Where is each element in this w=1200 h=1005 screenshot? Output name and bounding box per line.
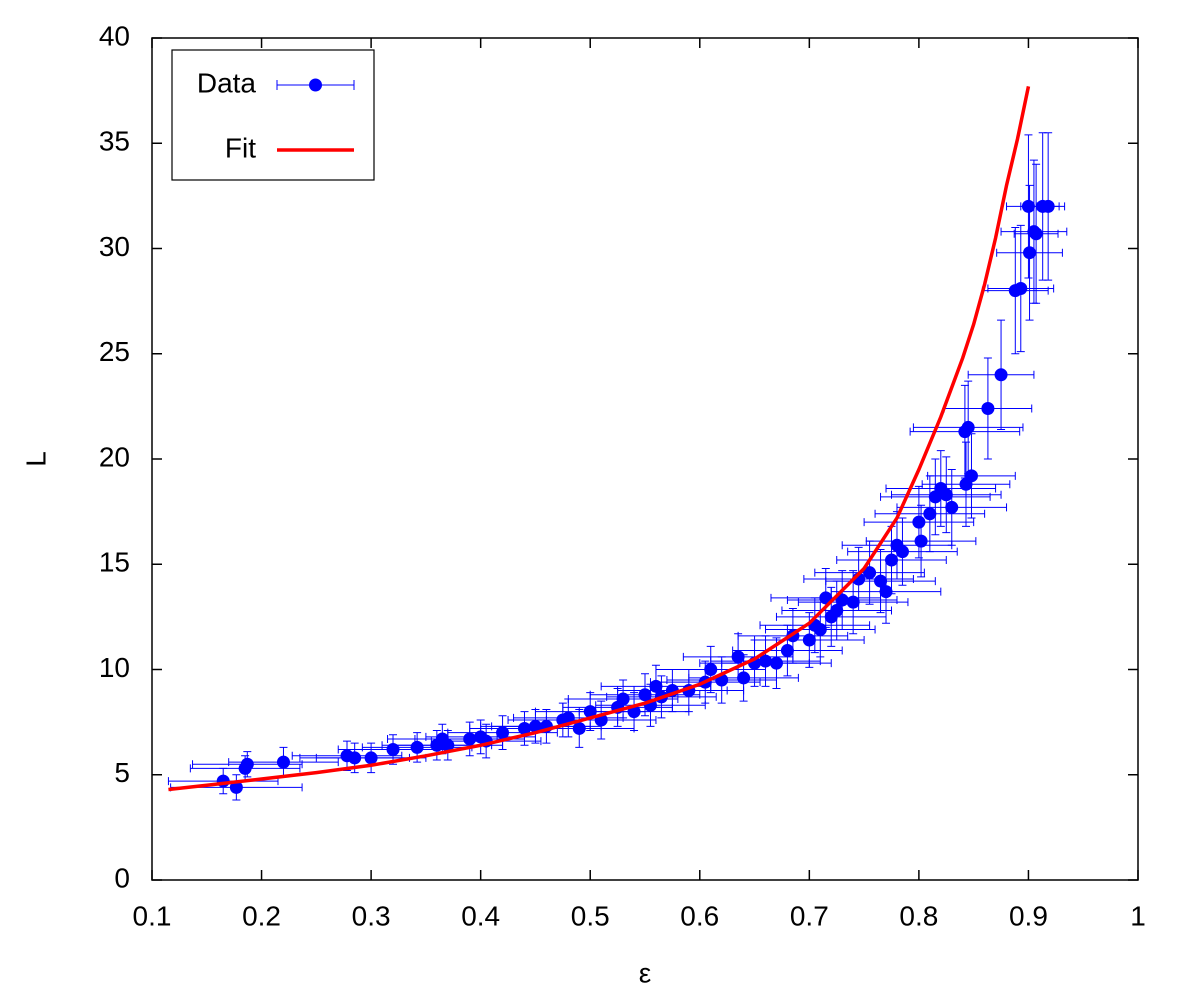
data-point: [229, 780, 243, 794]
data-point: [1041, 199, 1055, 213]
data-point: [364, 751, 378, 765]
x-tick-label: 0.6: [680, 900, 719, 931]
data-point: [846, 595, 860, 609]
y-tick-label: 15: [99, 547, 130, 578]
data-point: [939, 488, 953, 502]
data-point: [835, 593, 849, 607]
x-tick-label: 0.1: [133, 900, 172, 931]
data-point: [528, 719, 542, 733]
data-point: [1014, 281, 1028, 295]
y-tick-label: 40: [99, 20, 130, 51]
data-point: [348, 751, 362, 765]
data-point: [923, 507, 937, 521]
y-tick-label: 0: [114, 862, 130, 893]
data-point: [616, 692, 630, 706]
data-point: [945, 500, 959, 514]
data-point: [240, 757, 254, 771]
x-tick-label: 0.8: [899, 900, 938, 931]
x-tick-label: 0.2: [242, 900, 281, 931]
y-tick-label: 10: [99, 652, 130, 683]
x-tick-label: 1: [1130, 900, 1146, 931]
data-point: [830, 604, 844, 618]
y-tick-label: 35: [99, 126, 130, 157]
data-point: [386, 742, 400, 756]
legend-label: Fit: [225, 132, 256, 163]
y-tick-label: 30: [99, 231, 130, 262]
data-point: [780, 644, 794, 658]
data-point: [802, 633, 816, 647]
y-tick-label: 25: [99, 336, 130, 367]
legend-box: [171, 49, 375, 181]
y-tick-label: 5: [114, 757, 130, 788]
x-tick-label: 0.5: [571, 900, 610, 931]
data-point: [981, 401, 995, 415]
y-tick-label: 20: [99, 441, 130, 472]
data-point: [517, 721, 531, 735]
data-point: [912, 515, 926, 529]
x-tick-label: 0.4: [461, 900, 500, 931]
x-tick-label: 0.3: [352, 900, 391, 931]
data-point: [496, 726, 510, 740]
data-point: [649, 679, 663, 693]
data-point: [879, 585, 893, 599]
data-point: [638, 688, 652, 702]
data-point: [410, 740, 424, 754]
legend-marker: [309, 78, 322, 92]
data-point: [1021, 199, 1035, 213]
data-point: [583, 705, 597, 719]
data-point: [463, 732, 477, 746]
data-point: [276, 755, 290, 769]
y-axis-label: L: [20, 451, 51, 467]
data-point: [769, 656, 783, 670]
data-point: [441, 738, 455, 752]
x-axis-label: ε: [639, 957, 651, 988]
data-point: [1023, 246, 1037, 260]
data-point: [704, 663, 718, 676]
data-point: [731, 650, 745, 664]
data-point: [863, 566, 877, 580]
data-point: [961, 420, 975, 434]
data-point: [813, 623, 827, 637]
data-point: [874, 574, 888, 588]
data-point: [895, 545, 909, 559]
x-tick-label: 0.9: [1009, 900, 1048, 931]
data-point: [994, 368, 1008, 382]
data-point: [572, 721, 586, 735]
fit-line: [168, 86, 1031, 792]
legend-label: Data: [197, 67, 257, 98]
data-point: [885, 553, 898, 567]
data-point: [914, 534, 928, 548]
data-point: [964, 469, 978, 483]
data-point: [737, 671, 751, 685]
x-tick-label: 0.7: [790, 900, 829, 931]
data-point: [1029, 227, 1043, 241]
data-point: [759, 654, 773, 668]
